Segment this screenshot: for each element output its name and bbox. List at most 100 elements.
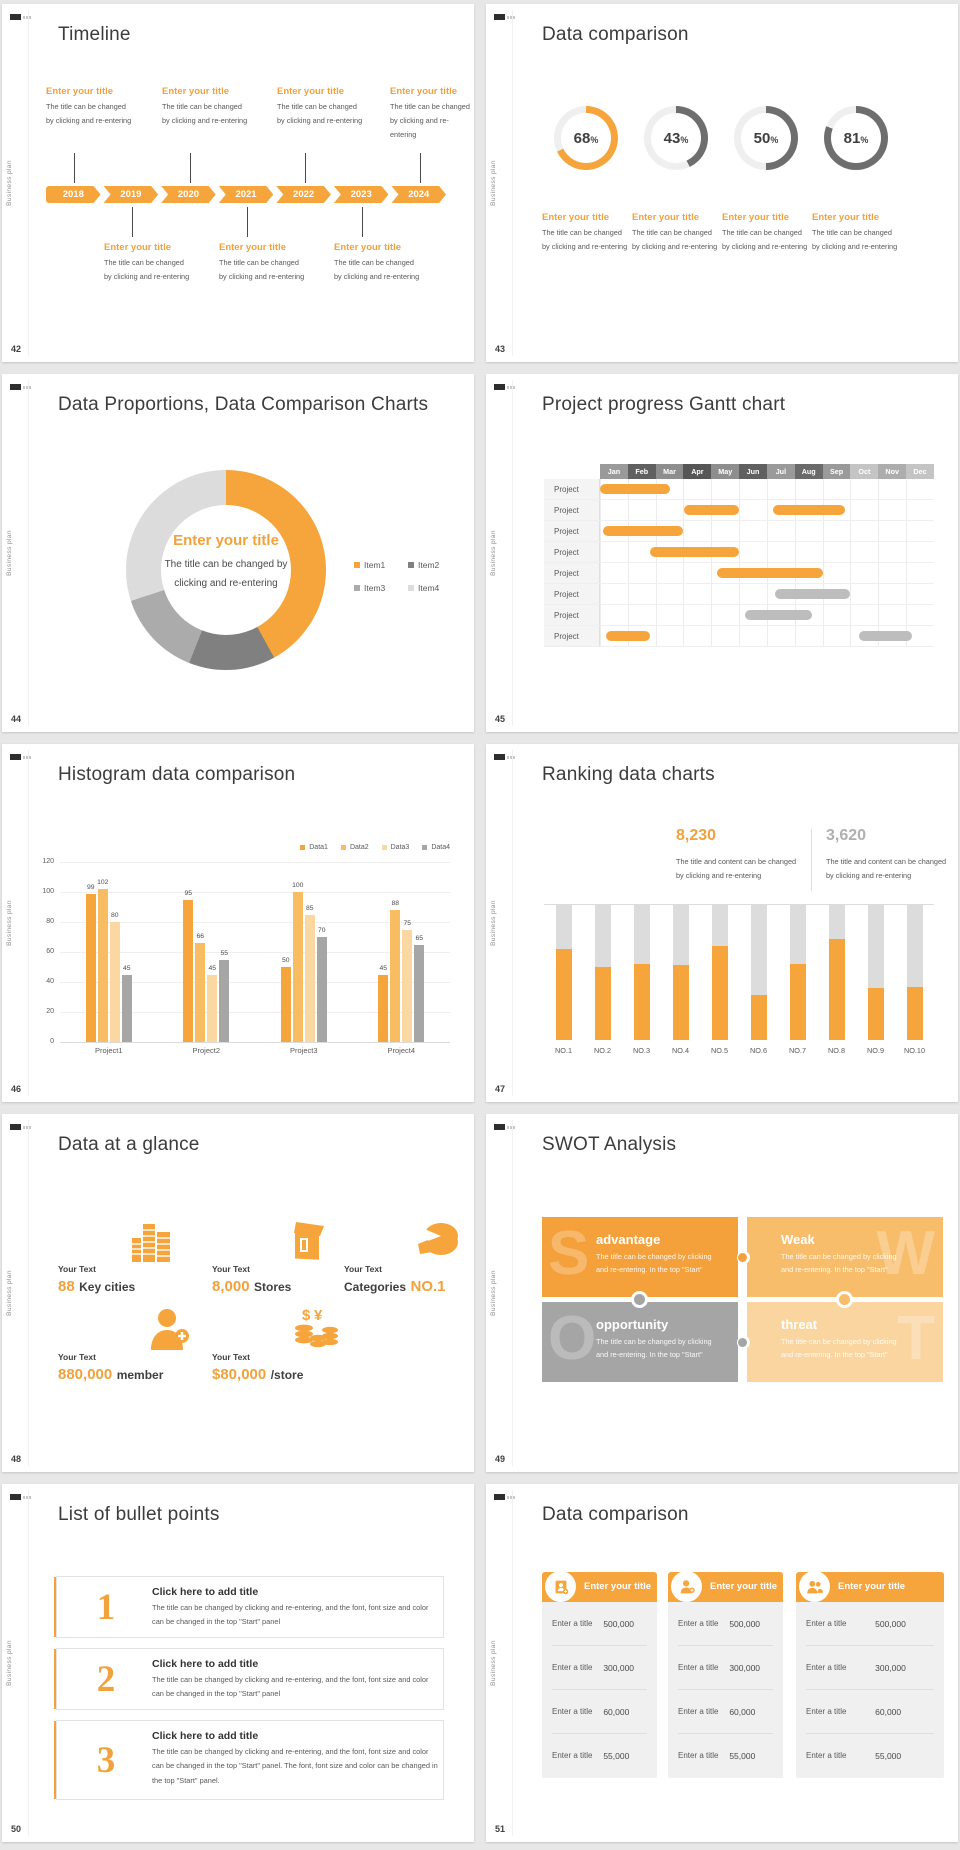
bar-value-label: 50 [281,957,290,964]
slide-48[interactable]: Business plan 48 Data at a glance Your T… [2,1114,474,1472]
gantt-row: Project [544,605,934,626]
gantt-grid-cell [655,500,684,520]
brand-logo [10,384,32,390]
page-title: Data comparison [542,1504,689,1525]
gantt-grid-cell [739,521,767,541]
bar-Data4-Project4 [414,944,425,1042]
table-row: Enter a title 300,000 [678,1646,773,1690]
slide-50[interactable]: Business plan 50 List of bullet points 1… [2,1484,474,1842]
swot-strength: S advantage The title can be changed by … [542,1217,738,1297]
swot-threat: T threat The title can be changed by cli… [747,1302,943,1382]
timeline-connector [247,207,248,237]
gantt-grid-cell [766,584,795,604]
gantt-row-cells [600,542,934,562]
ranking-track-NO.5 [711,904,728,1040]
comparison-card-2: Enter your title Enter a title 500,000 Ent… [668,1571,783,1778]
gantt-grid-cell [906,584,934,604]
legend-swatch [340,845,346,850]
gantt-month-Nov: Nov [878,464,907,479]
slide-number: 49 [495,1454,506,1464]
brand-logo [10,1494,32,1500]
ranking-track-NO.7 [789,904,806,1040]
row-label: Enter a title [678,1707,719,1716]
bar-value-label: 85 [305,904,314,912]
gantt-bar [683,505,740,515]
gantt-grid-cell [711,626,739,646]
table-row: Enter a title 60,000 [678,1690,773,1734]
comparison-card-1: Enter your title Enter a title 500,000 Ent… [542,1571,657,1778]
slide-46[interactable]: Business plan 46 Histogram data comparis… [2,744,474,1102]
slide-51[interactable]: Business plan 51 Data comparison Enter y… [486,1484,958,1842]
gantt-grid-cell [822,563,851,583]
gantt-row: Project [544,521,934,542]
sidebar-label: Business plan [6,530,13,576]
gantt-grid-cell [794,479,823,499]
bar-Data3-Project1 [109,922,120,1042]
gridline [60,892,450,893]
brand-logo [10,754,32,760]
bullet-card-2: 2 Click here to add title The title can … [54,1648,444,1710]
slide-42[interactable]: Business plan 42 Timeline Enter your tit… [2,4,474,362]
x-axis-label: NO.4 [671,1046,690,1055]
legend-swatch [354,585,360,591]
x-axis-label: NO.8 [827,1046,846,1055]
row-value: 300,000 [603,1662,635,1673]
svg-text:¥: ¥ [314,1307,323,1324]
slide-49[interactable]: Business plan 49 SWOT Analysis S advanta… [486,1114,958,1472]
row-value: 60,000 [875,1706,902,1717]
gantt-month-Jun: Jun [739,464,767,479]
bar-value-label: 45 [122,964,131,972]
divider [512,1120,513,1466]
slide-47[interactable]: Business plan 47 Ranking data charts 8,2… [486,744,958,1102]
gantt-grid-cell [906,605,934,625]
timeline-item: Enter your title The title can be change… [46,86,132,126]
gantt-grid-cell [794,626,823,646]
gantt-bar [775,589,851,599]
bar-Data2-Project3 [292,892,303,1042]
gantt-month-May: May [711,464,740,479]
ranking-fill [672,965,689,1040]
row-label: Enter a title [678,1663,719,1672]
bar-Data1-Project1 [85,893,96,1042]
x-axis-label: NO.9 [866,1046,885,1055]
slide-number: 50 [11,1824,22,1834]
slide-45[interactable]: Business plan 45 Project progress Gantt … [486,374,958,732]
bar-value-label: 100 [292,882,304,889]
comparison-table: Enter a title 500,000 Enter a title 300,000… [796,1602,944,1778]
row-label: Enter a title [552,1751,593,1760]
bar-value-label: 99 [86,883,95,891]
legend-swatch [354,562,360,568]
gantt-bar [602,526,684,536]
gantt-grid-cell [739,584,767,604]
legend-swatch [422,845,428,850]
y-axis-label: 60 [46,948,54,955]
bar-value-label: 55 [220,949,229,957]
ring-caption: Enter your title The title can be change… [812,212,898,252]
gantt-bar [858,631,912,641]
ranking-fill [594,966,611,1040]
ring-caption: Enter your title The title can be change… [722,212,808,252]
gantt-row-label: Project [544,479,600,499]
bar-value-label: 75 [403,919,412,927]
timeline-year-2018: 2018 [46,186,101,203]
gantt-grid-cell [794,542,823,562]
svg-text:$: $ [302,1307,311,1324]
gantt-grid-cell [739,479,767,499]
ranking-track-NO.2 [594,904,611,1040]
gantt-grid-cell [766,626,795,646]
gantt-grid-cell [739,626,767,646]
row-value: 500,000 [603,1618,635,1629]
brand-logo [494,384,516,390]
legend-item-Item2: Item2 [408,560,462,570]
chart-legend: Data1 Data2 Data3 Data4 [300,844,450,851]
slide-43[interactable]: Business plan 43 Data comparison 68% 43%… [486,4,958,362]
page-title: Timeline [58,24,131,45]
slide-44[interactable]: Business plan 44 Data Proportions, Data … [2,374,474,732]
bar-Data4-Project3 [316,937,327,1042]
gantt-row-label: Project [544,542,600,562]
divider [28,380,29,726]
brand-logo [10,14,32,20]
timeline-connector [132,207,133,237]
gantt-grid-cell [878,584,906,604]
x-axis-label: NO.5 [710,1046,729,1055]
